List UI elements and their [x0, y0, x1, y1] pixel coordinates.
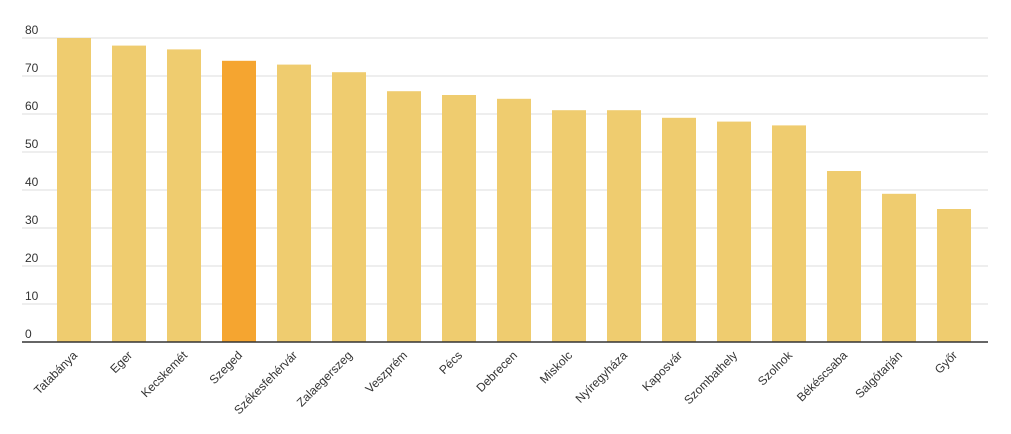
- y-tick-label: 0: [25, 327, 32, 341]
- bar: [112, 45, 146, 342]
- bar: [387, 91, 421, 342]
- y-tick-label: 10: [25, 289, 39, 303]
- x-tick-label: Debrecen: [473, 348, 520, 395]
- bar: [662, 117, 696, 342]
- y-tick-label: 20: [25, 251, 39, 265]
- x-tick-label: Nyíregyháza: [573, 348, 631, 406]
- bar: [167, 49, 201, 343]
- x-tick-label: Pécs: [436, 348, 465, 377]
- x-tick-label: Zalaegerszeg: [294, 348, 355, 409]
- bar: [222, 60, 256, 343]
- bar: [497, 98, 531, 342]
- x-tick-label: Eger: [107, 348, 135, 376]
- bar: [552, 110, 586, 342]
- y-tick-label: 50: [25, 137, 39, 151]
- y-tick-label: 80: [25, 23, 39, 37]
- bar: [937, 209, 971, 342]
- x-tick-label: Kecskemét: [138, 348, 190, 400]
- x-tick-label: Kaposvár: [639, 348, 685, 394]
- x-tick-label: Szeged: [206, 348, 245, 387]
- y-tick-label: 30: [25, 213, 39, 227]
- bar: [717, 121, 751, 342]
- x-tick-label: Miskolc: [537, 348, 575, 386]
- bar: [772, 125, 806, 343]
- x-tick-label: Szolnok: [755, 348, 796, 389]
- x-tick-label: Győr: [932, 348, 960, 376]
- x-tick-label: Tatabánya: [31, 348, 80, 397]
- bar: [882, 193, 916, 342]
- bar: [827, 171, 861, 342]
- bar: [442, 95, 476, 342]
- bar: [607, 110, 641, 342]
- y-tick-label: 60: [25, 99, 39, 113]
- y-tick-label: 40: [25, 175, 39, 189]
- x-tick-label: Békéscsaba: [794, 348, 850, 404]
- x-tick-label: Salgótarján: [852, 348, 905, 401]
- bar: [57, 38, 91, 342]
- x-tick-label: Szombathely: [681, 348, 740, 407]
- y-tick-label: 70: [25, 61, 39, 75]
- bar: [332, 72, 366, 342]
- x-tick-label: Veszprém: [362, 348, 410, 396]
- bar: [277, 64, 311, 342]
